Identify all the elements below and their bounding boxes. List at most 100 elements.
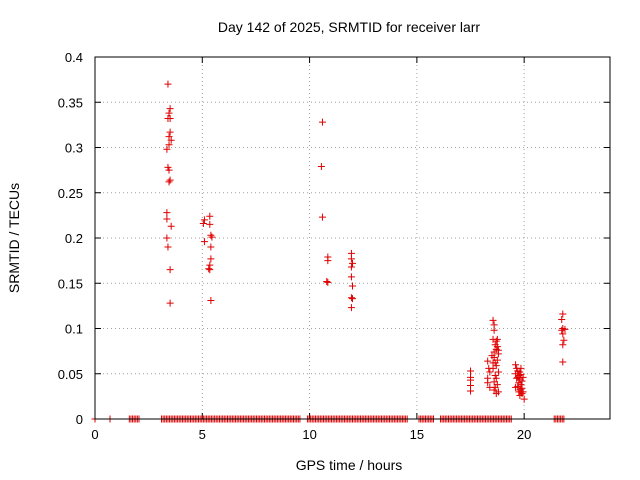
x-tick-label: 5	[199, 427, 206, 442]
data-point	[560, 336, 568, 344]
data-point	[207, 231, 215, 239]
y-tick-label: 0.25	[58, 186, 83, 201]
data-point	[559, 310, 567, 318]
data-point	[207, 243, 215, 251]
data-point	[494, 368, 502, 376]
data-point	[494, 346, 502, 354]
data-point	[166, 176, 174, 184]
data-point	[318, 213, 326, 221]
data-point	[165, 178, 173, 186]
data-point	[208, 233, 216, 241]
data-point	[492, 390, 500, 398]
data-point	[347, 294, 355, 302]
data-point	[559, 358, 567, 366]
data-point	[515, 388, 523, 396]
data-point	[206, 266, 214, 274]
y-tick-label: 0.3	[65, 141, 83, 156]
data-point	[199, 220, 207, 228]
data-point	[512, 370, 520, 378]
data-point	[166, 266, 174, 274]
data-point	[164, 115, 172, 123]
data-point	[347, 273, 355, 281]
data-point	[164, 243, 172, 251]
data-point	[206, 212, 214, 220]
data-point	[166, 128, 174, 136]
data-point	[489, 359, 497, 367]
x-tick-label: 20	[517, 427, 531, 442]
chart-title: Day 142 of 2025, SRMTID for receiver lar…	[218, 19, 481, 35]
data-point	[517, 364, 525, 372]
data-point	[512, 361, 520, 369]
data-point	[324, 257, 332, 265]
data-point	[484, 379, 492, 387]
x-axis-label: GPS time / hours	[296, 457, 403, 473]
data-point	[490, 386, 498, 394]
data-point	[164, 80, 172, 88]
data-point	[200, 216, 208, 224]
x-tick-label: 10	[302, 427, 316, 442]
data-point	[163, 234, 171, 242]
x-tick-label: 0	[91, 427, 98, 442]
data-point	[166, 105, 174, 113]
data-point	[512, 383, 520, 391]
data-point	[559, 341, 567, 349]
data-point	[520, 395, 528, 403]
data-point	[519, 373, 527, 381]
data-point	[492, 374, 500, 382]
data-point	[493, 335, 501, 343]
data-point	[349, 259, 356, 267]
data-point	[484, 357, 492, 365]
plot-frame	[94, 56, 611, 420]
data-point	[467, 387, 475, 395]
data-point	[165, 109, 173, 117]
data-point	[165, 166, 173, 174]
y-tick-label: 0.1	[65, 322, 83, 337]
data-point	[517, 381, 525, 389]
grid	[95, 57, 610, 419]
data-point	[200, 238, 208, 246]
y-axis: 0 0.05 0.1 0.15 0.2 0.25 0.3 0.35 0.4	[58, 50, 610, 427]
data-point	[166, 299, 174, 307]
data-point	[324, 278, 332, 286]
data-point	[318, 118, 326, 126]
data-point	[163, 145, 171, 153]
y-axis-label: SRMTID / TECUs	[6, 183, 22, 293]
data-point	[347, 304, 355, 312]
data-point	[167, 136, 175, 144]
data-points	[91, 80, 569, 423]
data-point	[558, 326, 566, 334]
data-point	[163, 209, 171, 217]
y-tick-label: 0.15	[58, 276, 83, 291]
x-axis: 0 5 10 15 20	[91, 57, 531, 442]
y-tick-label: 0	[76, 412, 83, 427]
data-point	[165, 141, 173, 149]
data-point	[207, 255, 215, 263]
data-point	[486, 368, 494, 376]
data-point	[347, 263, 355, 271]
y-tick-label: 0.35	[58, 95, 83, 110]
data-point	[347, 255, 355, 263]
data-point	[518, 377, 526, 385]
data-point	[349, 295, 356, 303]
data-point	[559, 330, 567, 338]
data-point	[489, 316, 497, 324]
y-tick-label: 0.2	[65, 231, 83, 246]
data-point	[349, 282, 356, 290]
data-point	[165, 133, 173, 141]
x-tick-label: 15	[410, 427, 424, 442]
data-point	[467, 367, 475, 375]
data-point	[206, 220, 214, 228]
data-point	[558, 315, 566, 323]
data-point	[205, 265, 213, 273]
data-point	[167, 222, 175, 230]
data-point	[561, 325, 569, 333]
data-point	[490, 326, 498, 334]
data-point	[516, 391, 524, 399]
data-point	[323, 277, 331, 285]
data-point	[207, 296, 215, 304]
data-point	[163, 215, 171, 223]
data-point	[317, 163, 325, 171]
data-point	[488, 352, 496, 360]
data-point	[492, 337, 500, 345]
